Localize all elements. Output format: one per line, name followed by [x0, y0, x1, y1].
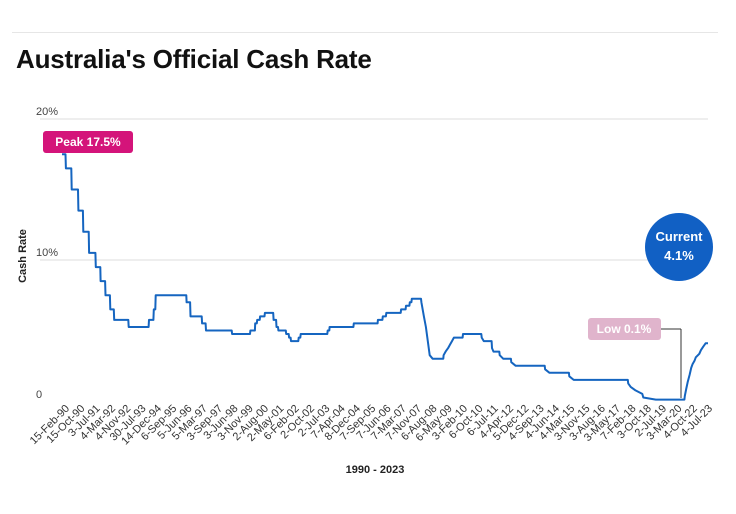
- current-circle: [645, 213, 713, 281]
- x-axis-label: 1990 - 2023: [346, 464, 405, 476]
- low-annotation: Low 0.1%: [588, 318, 682, 398]
- cash-rate-line: [62, 153, 708, 401]
- y-tick-label: 0: [36, 389, 42, 401]
- peak-badge-text: Peak 17.5%: [55, 135, 121, 149]
- series-group: [62, 153, 708, 401]
- low-badge: [588, 318, 661, 340]
- current-annotation: Current 4.1%: [645, 213, 713, 281]
- peak-badge: [43, 131, 133, 153]
- y-tick-labels: 0 10% 20%: [36, 106, 58, 401]
- peak-annotation: Peak 17.5%: [43, 131, 133, 153]
- y-tick-label: 20%: [36, 106, 58, 118]
- y-tick-label: 10%: [36, 247, 58, 259]
- low-badge-text: Low 0.1%: [597, 322, 652, 336]
- top-divider: [12, 32, 718, 33]
- x-tick-labels: 15-Feb-9015-Oct-903-Jul-914-Mar-924-Nov-…: [28, 403, 715, 448]
- current-title: Current: [656, 229, 704, 244]
- chart-title: Australia's Official Cash Rate: [16, 44, 372, 74]
- current-value: 4.1%: [664, 248, 694, 263]
- gridlines: [40, 118, 708, 261]
- y-axis-label: Cash Rate: [17, 229, 29, 283]
